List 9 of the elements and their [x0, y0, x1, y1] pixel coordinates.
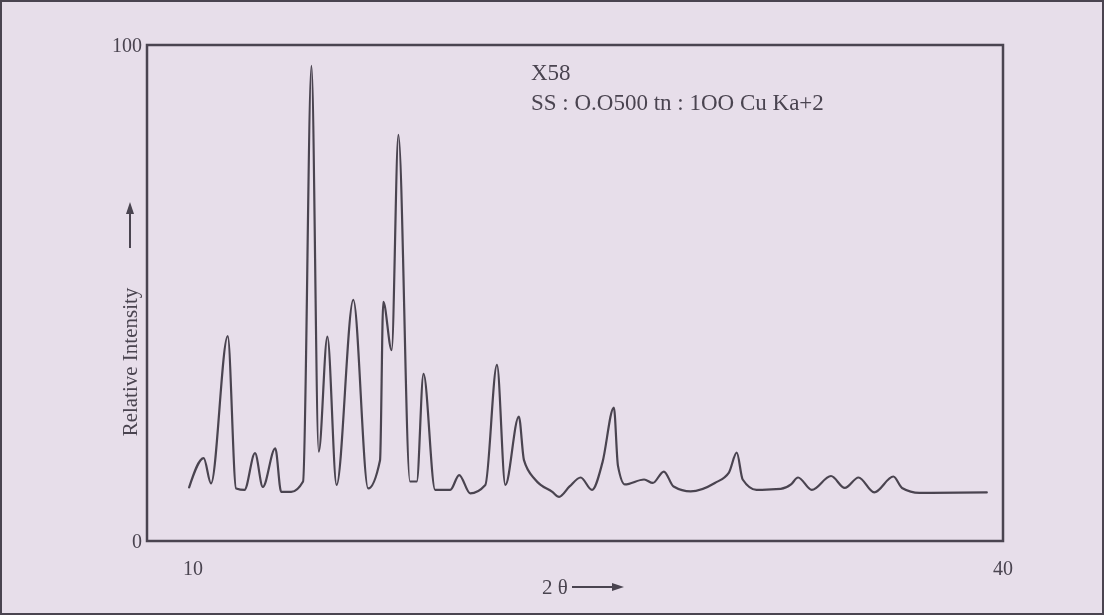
annotation: SS : O.O500 tn : 1OO Cu Ka+2 [531, 90, 824, 115]
x-tick-label: 10 [182, 557, 203, 579]
annotation: X58 [531, 60, 571, 85]
x-axis-title: 2 θ [542, 575, 568, 600]
x-tick-label: 40 [993, 557, 1013, 579]
line-series [188, 64, 988, 498]
y-axis-title: Relative Intensity [118, 287, 143, 437]
y-tick-label: 100 [112, 34, 142, 56]
y-tick-label: 0 [132, 530, 142, 552]
